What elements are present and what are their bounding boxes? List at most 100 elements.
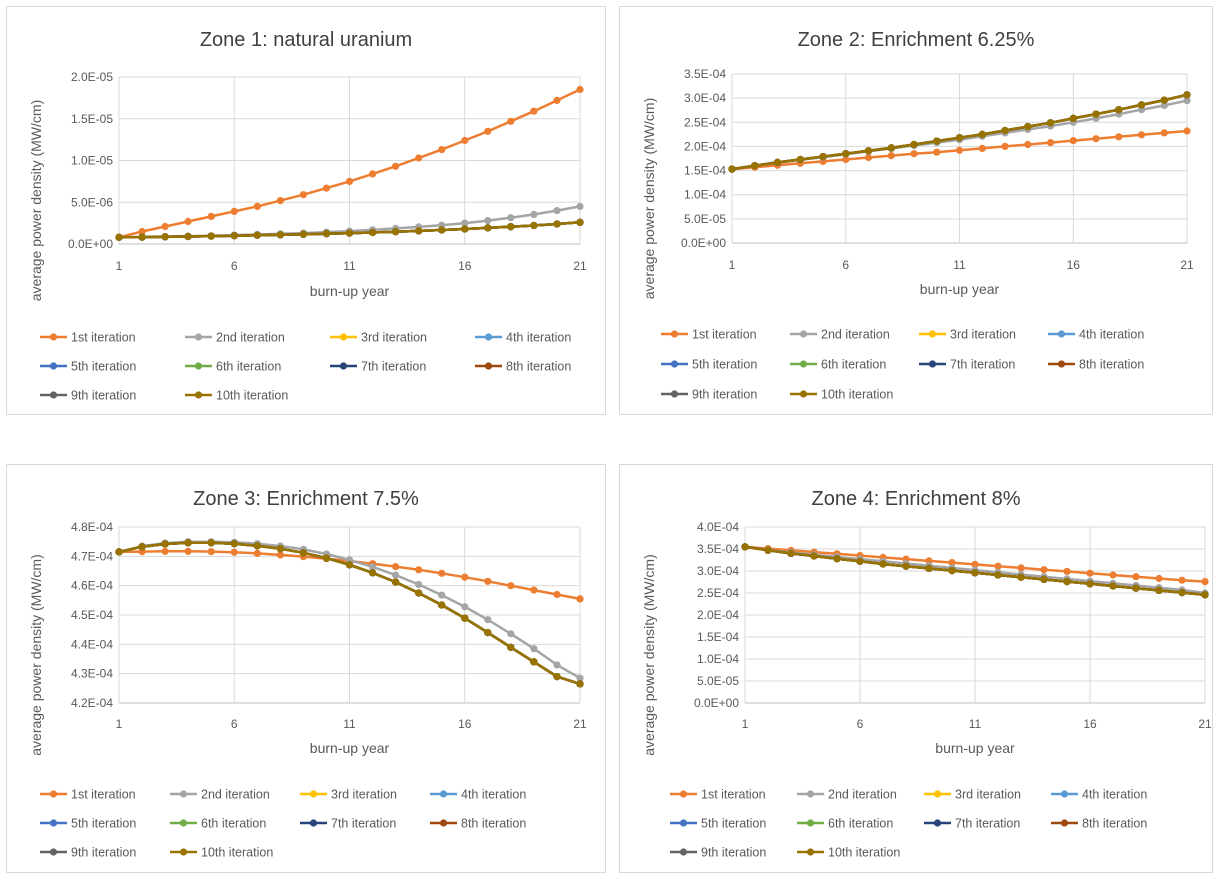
- x-tick-label: 21: [573, 259, 587, 273]
- data-point: [1040, 566, 1048, 574]
- legend-item: 6th iteration: [797, 817, 893, 831]
- chart-title: Zone 2: Enrichment 6.25%: [798, 29, 1035, 51]
- legend-label: 5th iteration: [71, 360, 136, 374]
- y-tick-label: 2.5E-04: [684, 115, 726, 129]
- legend-label: 1st iteration: [701, 788, 766, 802]
- legend-item: 1st iteration: [661, 328, 757, 342]
- data-point: [1183, 91, 1191, 99]
- data-point: [1063, 567, 1071, 575]
- data-point: [1178, 576, 1186, 584]
- legend-marker: [799, 330, 808, 338]
- legend-item: 4th iteration: [430, 788, 526, 802]
- y-tick-label: 3.0E-04: [697, 564, 739, 578]
- data-point: [576, 218, 584, 226]
- legend-marker: [194, 333, 203, 341]
- legend-marker: [1060, 819, 1069, 827]
- legend-marker: [933, 790, 942, 798]
- legend-label: 3rd iteration: [331, 788, 397, 802]
- data-point: [299, 230, 307, 238]
- chart-panel-zone-2: Zone 2: Enrichment 6.25% 0.0E+00 5.0E-05 1.…: [619, 6, 1213, 415]
- legend-item: 3rd iteration: [924, 788, 1021, 802]
- legend-item: 3rd iteration: [919, 328, 1016, 342]
- legend-marker: [670, 330, 679, 338]
- legend-label: 4th iteration: [1079, 328, 1144, 342]
- data-point: [438, 146, 446, 154]
- legend-marker: [309, 819, 318, 827]
- data-point: [787, 549, 795, 557]
- y-tick-label: 3.5E-04: [684, 67, 726, 81]
- data-point: [369, 563, 377, 571]
- legend-item: 5th iteration: [661, 358, 757, 372]
- data-point: [438, 226, 446, 234]
- x-tick-label: 1: [729, 258, 736, 272]
- y-tick-label: 4.7E-04: [71, 549, 113, 563]
- legend-marker: [179, 819, 188, 827]
- data-point: [369, 170, 377, 178]
- legend-marker: [1057, 360, 1066, 368]
- data-point: [576, 202, 584, 210]
- data-point: [207, 548, 215, 556]
- y-tick-label: 4.8E-04: [71, 520, 113, 534]
- legend-item: 9th iteration: [661, 388, 757, 402]
- data-point: [230, 232, 238, 240]
- data-point: [925, 564, 933, 572]
- legend-label: 4th iteration: [461, 788, 526, 802]
- data-point: [276, 231, 284, 239]
- data-point: [971, 569, 979, 577]
- chart-title: Zone 4: Enrichment 8%: [812, 488, 1021, 510]
- data-point: [530, 107, 538, 115]
- legend-marker: [339, 362, 348, 370]
- x-tick-label: 16: [458, 717, 472, 731]
- legend-label: 7th iteration: [331, 817, 396, 831]
- series-10: [115, 539, 584, 688]
- legend-label: 10th iteration: [216, 389, 288, 403]
- legend-item: 10th iteration: [185, 389, 288, 403]
- y-tick-label: 1.0E-04: [684, 188, 726, 202]
- data-point: [887, 144, 895, 152]
- legend-label: 6th iteration: [216, 360, 281, 374]
- data-point: [484, 629, 492, 637]
- legend-label: 4th iteration: [1082, 788, 1147, 802]
- y-axis-label: average power density (MW/cm): [641, 554, 657, 756]
- x-tick-label: 16: [458, 259, 472, 273]
- data-point: [1115, 133, 1123, 141]
- data-point: [484, 224, 492, 232]
- legend-marker: [49, 362, 58, 370]
- data-point: [1017, 573, 1025, 581]
- data-point: [1115, 106, 1123, 114]
- data-point: [971, 560, 979, 568]
- legend-label: 5th iteration: [701, 817, 766, 831]
- legend-item: 1st iteration: [40, 788, 136, 802]
- data-point: [1024, 123, 1032, 131]
- data-point: [910, 150, 918, 158]
- data-point: [1092, 135, 1100, 143]
- legend-label: 9th iteration: [71, 846, 136, 860]
- x-axis-label: burn-up year: [935, 740, 1015, 756]
- y-axis-label: average power density (MW/cm): [641, 98, 657, 300]
- data-point: [1137, 101, 1146, 109]
- y-tick-label: 3.0E-04: [684, 91, 726, 105]
- data-point: [138, 543, 146, 551]
- data-point: [1001, 126, 1009, 135]
- x-axis-label: burn-up year: [310, 740, 390, 756]
- legend-marker: [484, 362, 493, 370]
- x-tick-label: 1: [116, 717, 123, 731]
- data-point: [161, 547, 169, 555]
- data-point: [978, 144, 986, 152]
- chart-title: Zone 1: natural uranium: [200, 29, 412, 51]
- data-point: [161, 233, 169, 241]
- legend-item: 8th iteration: [475, 360, 571, 374]
- legend-marker: [439, 790, 448, 798]
- legend-item: 9th iteration: [40, 389, 136, 403]
- data-point: [369, 569, 377, 577]
- data-point: [1132, 584, 1140, 592]
- x-tick-label: 11: [343, 259, 356, 273]
- data-point: [392, 228, 400, 236]
- data-point: [1178, 589, 1186, 597]
- data-point: [1155, 586, 1163, 594]
- legend-item: 9th iteration: [670, 846, 766, 860]
- data-point: [1040, 575, 1048, 583]
- legend-label: 10th iteration: [828, 846, 900, 860]
- legend-item: 5th iteration: [40, 817, 136, 831]
- data-point: [161, 540, 169, 548]
